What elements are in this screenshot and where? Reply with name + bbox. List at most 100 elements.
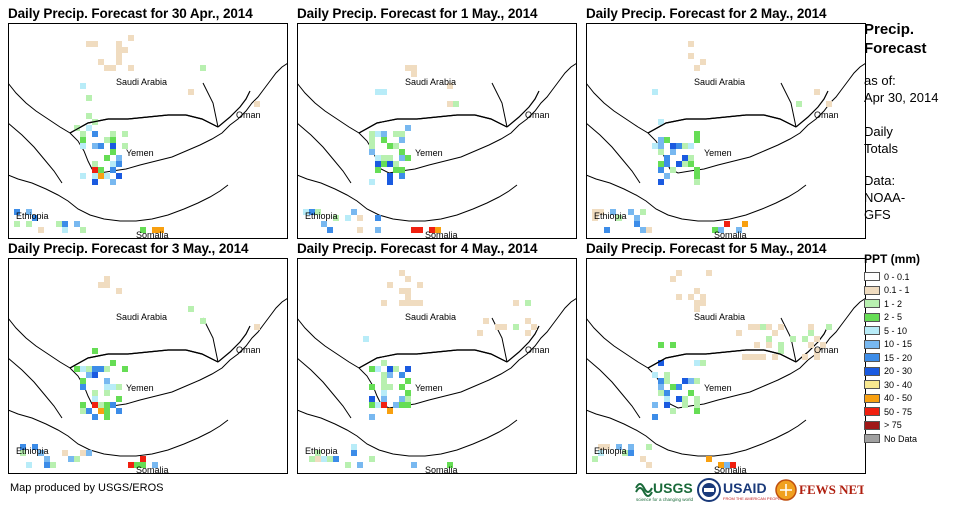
country-label-oman: Oman	[236, 345, 261, 355]
precip-cell	[375, 89, 381, 95]
precip-cell	[116, 173, 122, 179]
map-frame	[8, 23, 288, 239]
precip-cell	[688, 143, 694, 149]
country-label-yemen: Yemen	[415, 383, 443, 393]
precip-cell	[74, 221, 80, 227]
country-label-somalia: Somalia	[714, 465, 747, 474]
precip-cell	[688, 155, 694, 161]
precip-cell	[369, 137, 375, 143]
precip-cell	[86, 125, 92, 131]
precip-cell	[375, 155, 381, 161]
precip-cell	[604, 227, 610, 233]
precip-cell	[381, 161, 387, 167]
precip-cell	[92, 131, 98, 137]
precip-map: Saudi Arabia Oman Yemen Ethiopia Somalia	[586, 258, 866, 474]
precip-cell	[188, 89, 194, 95]
precip-cell	[86, 450, 92, 456]
precip-cell	[351, 444, 357, 450]
precip-cell	[664, 396, 670, 402]
legend-swatch	[864, 353, 880, 363]
precip-cell	[110, 360, 116, 366]
forecast-panel: Daily Precip. Forecast for 5 May., 2014 …	[586, 241, 866, 474]
precip-cell	[20, 450, 26, 456]
map-frame	[586, 23, 866, 239]
precip-cell-intense	[98, 173, 104, 179]
precip-cell	[718, 462, 724, 468]
precip-cell	[598, 450, 604, 456]
precip-cell	[658, 179, 664, 185]
precip-cell	[766, 336, 772, 342]
precip-cell	[44, 456, 50, 462]
precip-cell	[700, 294, 706, 300]
precip-cell	[104, 155, 110, 161]
precip-cell	[435, 227, 441, 233]
precip-cell	[110, 402, 116, 408]
red-sea-coast	[8, 122, 63, 184]
precip-cell	[736, 227, 742, 233]
precip-cell	[483, 318, 489, 324]
precip-cell	[664, 173, 670, 179]
precip-cell	[80, 173, 86, 179]
panel-title: Daily Precip. Forecast for 3 May., 2014	[8, 241, 249, 256]
precip-cell	[658, 119, 664, 125]
precip-cell	[92, 143, 98, 149]
precip-cell	[86, 408, 92, 414]
legend-item: 5 - 10	[864, 324, 920, 338]
country-label-ethiopia: Ethiopia	[594, 211, 627, 221]
precip-cell	[694, 179, 700, 185]
svg-text:science for a changing world: science for a changing world	[636, 497, 694, 502]
country-label-oman: Oman	[814, 345, 839, 355]
precip-cell	[652, 89, 658, 95]
precip-cell	[80, 378, 86, 384]
precip-cell	[592, 456, 598, 462]
precip-cell-intense	[92, 167, 98, 173]
precip-cell	[80, 137, 86, 143]
precip-cell	[658, 161, 664, 167]
legend-swatch	[864, 407, 880, 417]
legend-item: No Data	[864, 432, 920, 446]
precip-cell	[706, 270, 712, 276]
africa-coastline	[586, 409, 807, 457]
precip-cell	[140, 227, 146, 233]
precip-cell	[742, 221, 748, 227]
precip-cell	[604, 444, 610, 450]
precip-cell	[616, 215, 622, 221]
svg-text:USGS: USGS	[653, 480, 693, 496]
yemen-border-overlay	[647, 349, 797, 369]
precip-cell	[802, 354, 808, 360]
precip-cell	[688, 41, 694, 47]
precip-cell	[658, 167, 664, 173]
precip-cell	[760, 324, 766, 330]
africa-coastline	[8, 174, 229, 222]
precip-cell	[104, 408, 110, 414]
legend-item: 2 - 5	[864, 311, 920, 325]
legend-label: 5 - 10	[884, 325, 908, 336]
precip-cell	[315, 456, 321, 462]
precip-cell	[44, 462, 50, 468]
precip-cell	[664, 402, 670, 408]
precip-cell	[32, 215, 38, 221]
precip-cell	[345, 462, 351, 468]
precip-cell	[387, 372, 393, 378]
precip-cell	[399, 137, 405, 143]
precip-cell	[399, 288, 405, 294]
precip-cell	[700, 300, 706, 306]
precip-cell	[98, 143, 104, 149]
precip-cell	[80, 131, 86, 137]
precip-cell	[399, 155, 405, 161]
precip-cell	[254, 101, 260, 107]
precip-cell	[104, 65, 110, 71]
precip-cell	[38, 227, 44, 233]
precip-cell	[369, 143, 375, 149]
precip-cell	[399, 131, 405, 137]
precip-cell	[116, 288, 122, 294]
precip-cell	[766, 324, 772, 330]
precip-cell	[405, 402, 411, 408]
daily-label: Daily	[864, 124, 893, 139]
data-label: Data:	[864, 173, 896, 188]
precip-cell	[74, 366, 80, 372]
asof-label: as of:	[864, 73, 896, 88]
legend-label: 0 - 0.1	[884, 271, 910, 282]
legend-item: 10 - 15	[864, 338, 920, 352]
precip-cell	[116, 384, 122, 390]
